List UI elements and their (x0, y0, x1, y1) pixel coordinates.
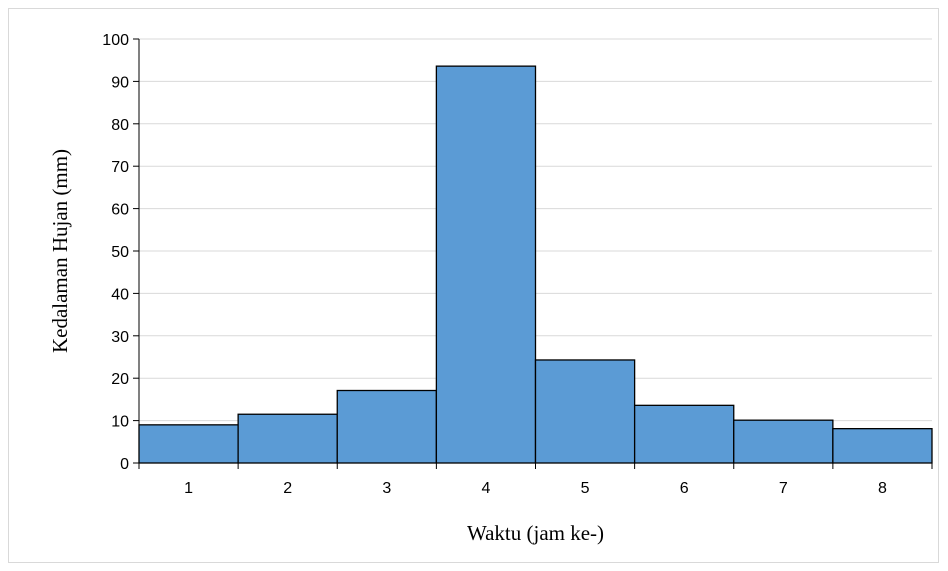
bar-3 (336, 389, 438, 464)
bar-5 (534, 359, 636, 464)
y-tick-label: 80 (111, 117, 129, 134)
x-tick-label: 6 (680, 480, 689, 497)
y-tick-label: 70 (111, 159, 129, 176)
bar-6 (633, 404, 735, 464)
bar-7 (733, 419, 834, 464)
x-tick-label: 5 (581, 480, 590, 497)
y-tick-label: 50 (111, 244, 129, 261)
axes (133, 38, 933, 469)
y-tick-label: 100 (102, 32, 129, 49)
x-tick-label: 2 (283, 480, 292, 497)
x-tick-label: 3 (382, 480, 391, 497)
x-tick-label: 1 (184, 480, 193, 497)
y-tick-label: 60 (111, 202, 129, 219)
y-tick-label: 30 (111, 329, 129, 346)
y-tick-labels: 0 10 20 30 40 50 60 70 80 90 100 (102, 32, 129, 473)
bar-2 (237, 413, 338, 464)
x-axis-title: Waktu (jam ke-) (467, 521, 604, 545)
bars (138, 65, 933, 464)
bar-4 (435, 65, 537, 464)
y-tick-label: 90 (111, 74, 129, 91)
y-tick-label: 20 (111, 371, 129, 388)
y-tick-label: 10 (111, 414, 129, 431)
x-tick-label: 4 (481, 480, 490, 497)
x-tick-label: 8 (878, 480, 887, 497)
x-tick-labels: 1 2 3 4 5 6 7 8 (184, 480, 887, 497)
bar-1 (138, 424, 239, 464)
y-tick-label: 0 (120, 456, 129, 473)
y-axis-title: Kedalaman Hujan (mm) (48, 149, 72, 353)
y-tick-label: 40 (111, 286, 129, 303)
x-tick-label: 7 (779, 480, 788, 497)
bar-8 (832, 428, 933, 464)
